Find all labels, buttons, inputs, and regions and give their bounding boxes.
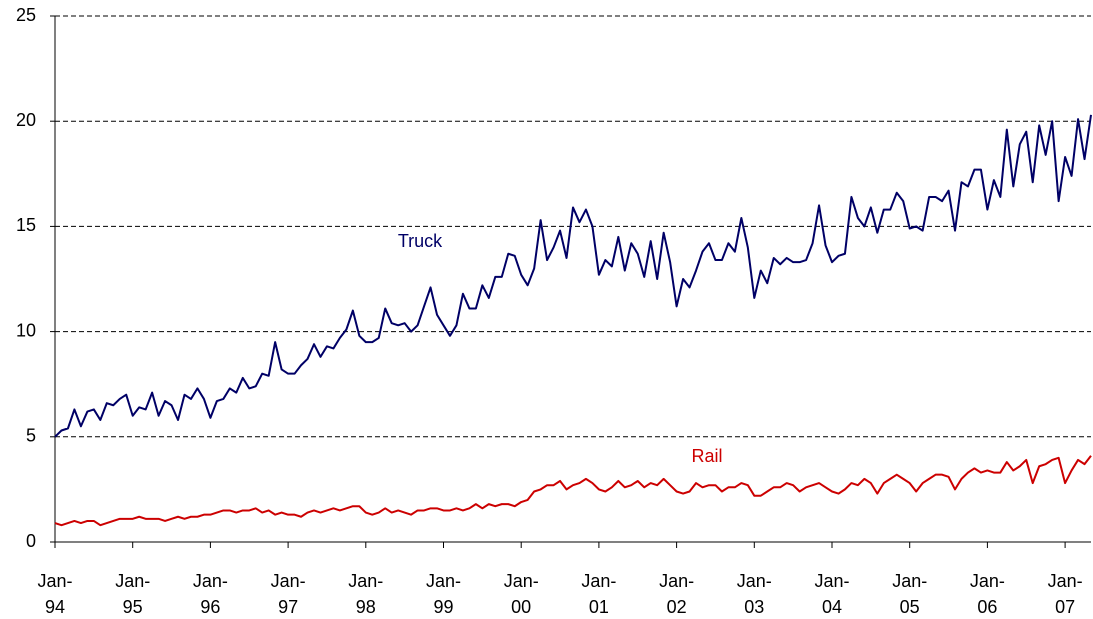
y-tick-label: 25 bbox=[16, 5, 36, 25]
x-tick-label: Jan-03 bbox=[737, 571, 772, 617]
series-label: Truck bbox=[398, 231, 443, 251]
x-tick-label: Jan-97 bbox=[271, 571, 306, 617]
series-line bbox=[54, 455, 1092, 527]
x-tick-label: Jan-01 bbox=[581, 571, 616, 617]
x-tick-label: Jan-06 bbox=[970, 571, 1005, 617]
y-tick-label: 10 bbox=[16, 320, 36, 340]
x-tick-label: Jan-05 bbox=[892, 571, 927, 617]
x-tick-label: Jan-00 bbox=[504, 571, 539, 617]
x-tick-label: Jan-98 bbox=[348, 571, 383, 617]
series-line bbox=[54, 114, 1092, 438]
x-tick-label: Jan-02 bbox=[659, 571, 694, 617]
x-tick-label: Jan-04 bbox=[814, 571, 849, 617]
x-tick-label: Jan-99 bbox=[426, 571, 461, 617]
x-tick-label: Jan-96 bbox=[193, 571, 228, 617]
y-tick-label: 15 bbox=[16, 215, 36, 235]
x-tick-label: Jan-94 bbox=[37, 571, 72, 617]
series-label: Rail bbox=[691, 446, 722, 466]
x-tick-label: Jan-95 bbox=[115, 571, 150, 617]
y-tick-label: 0 bbox=[26, 531, 36, 551]
y-tick-label: 5 bbox=[26, 426, 36, 446]
y-tick-label: 20 bbox=[16, 110, 36, 130]
x-tick-label: Jan-07 bbox=[1048, 571, 1083, 617]
